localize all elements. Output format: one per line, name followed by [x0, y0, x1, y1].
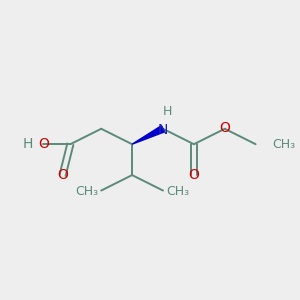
Text: N: N [158, 122, 168, 136]
Text: CH₃: CH₃ [166, 185, 189, 198]
Text: H: H [163, 105, 172, 118]
Text: O: O [188, 169, 199, 182]
Text: O: O [38, 137, 49, 151]
Text: O: O [57, 169, 68, 182]
Text: H: H [23, 137, 33, 151]
Polygon shape [132, 126, 164, 144]
Text: CH₃: CH₃ [75, 185, 98, 198]
Text: O: O [220, 122, 231, 135]
Text: CH₃: CH₃ [272, 138, 295, 151]
